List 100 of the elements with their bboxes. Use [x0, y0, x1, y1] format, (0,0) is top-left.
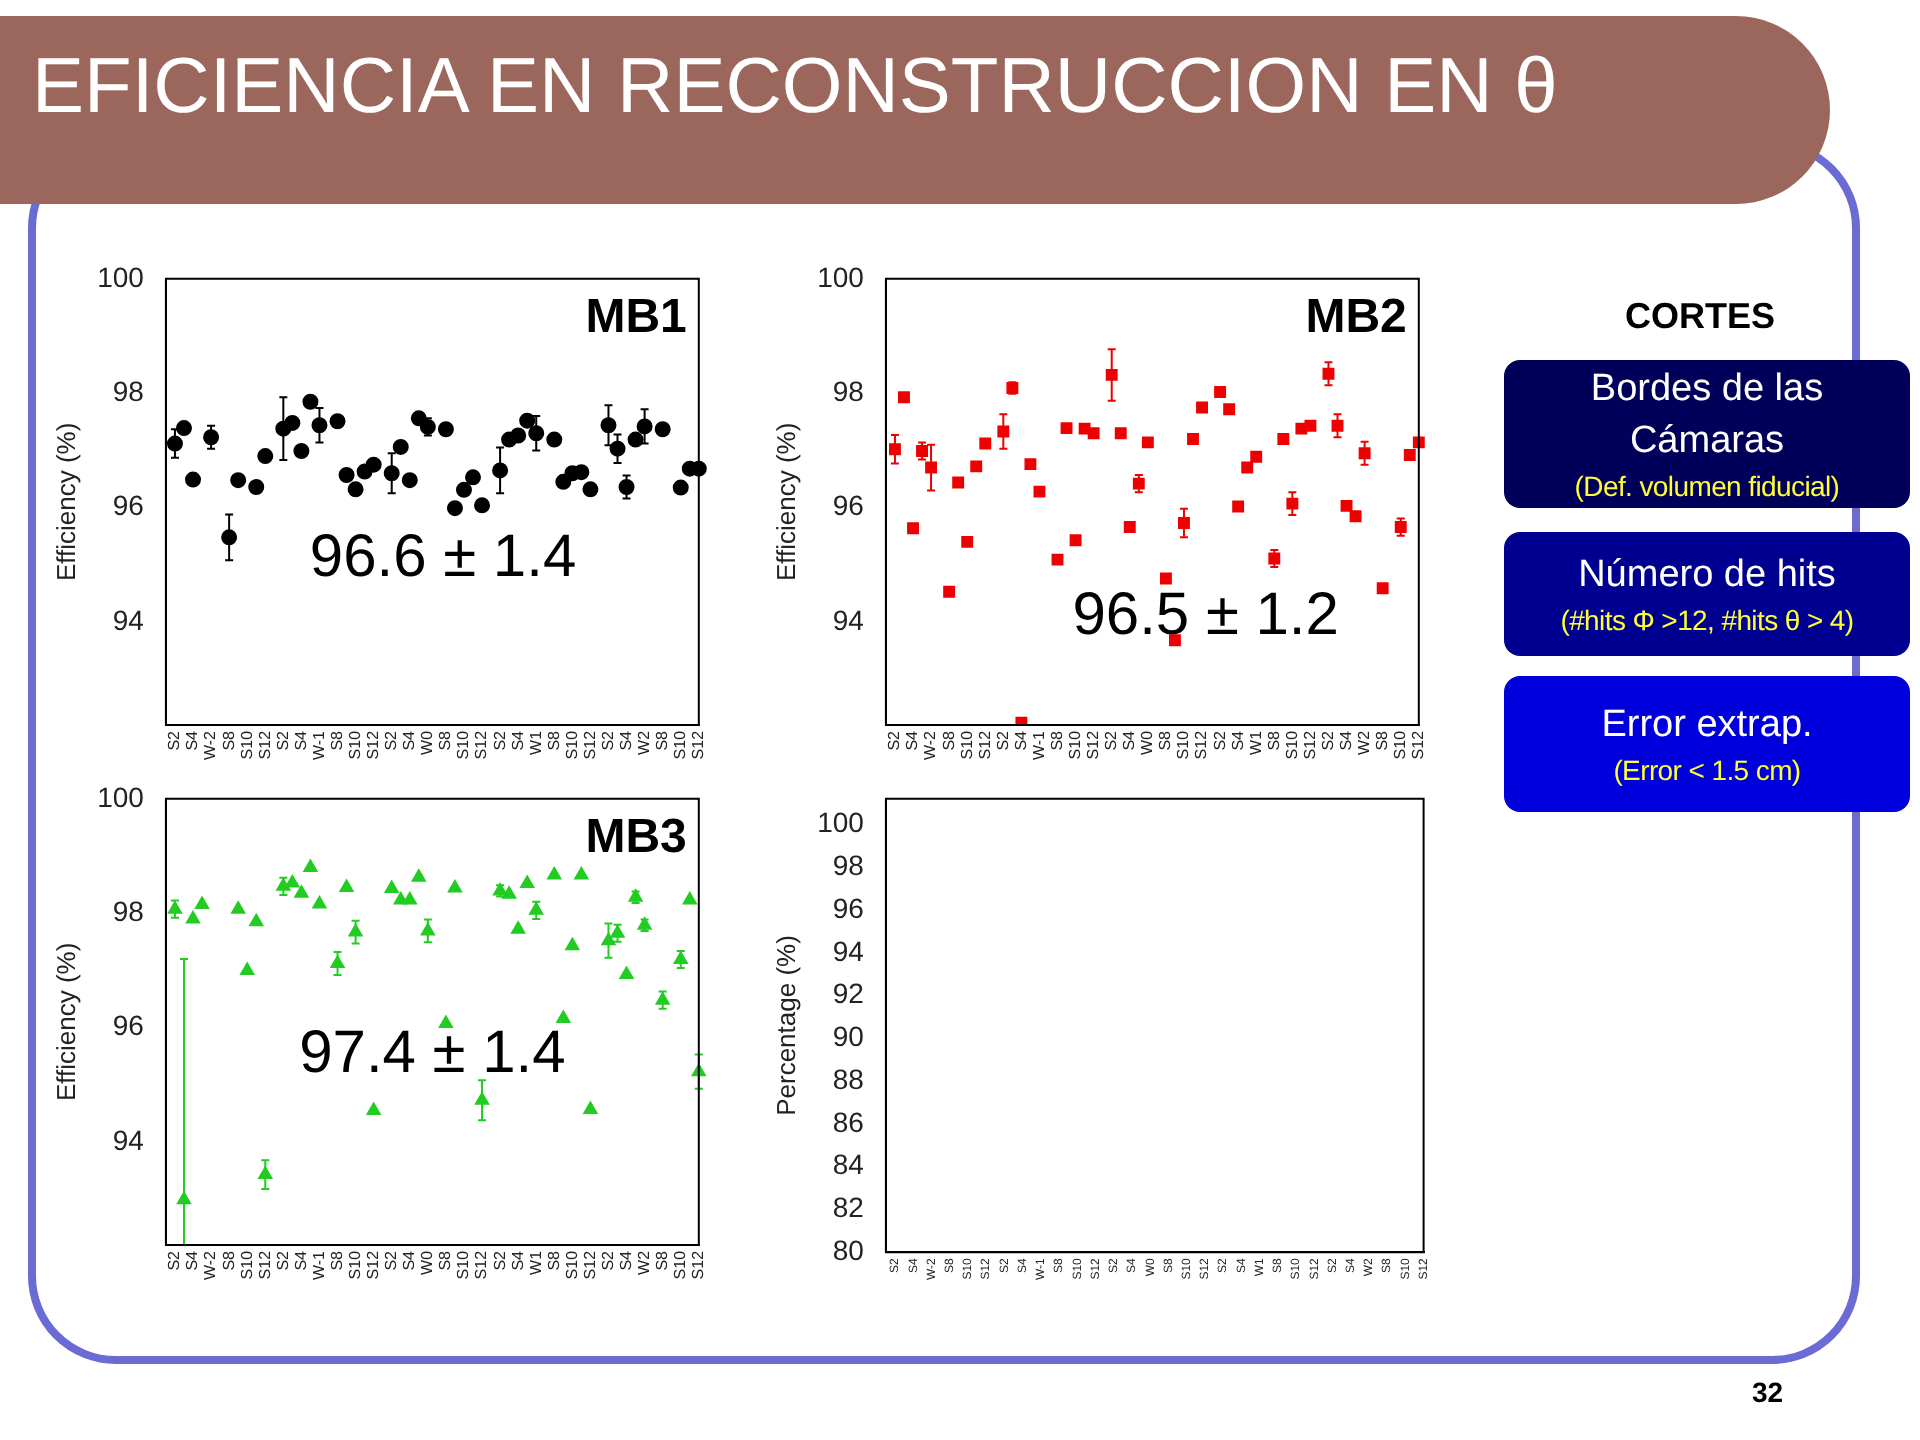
- x-tick-label: W-1: [309, 729, 328, 761]
- point: [520, 875, 535, 888]
- point: [411, 869, 426, 882]
- x-tick-label: S8: [653, 729, 672, 751]
- x-tick-label: S10: [454, 1249, 473, 1280]
- text: (Error < 1.5 cm): [1611, 752, 1803, 788]
- point: [1141, 436, 1154, 449]
- x-tick-label: S4: [1336, 729, 1355, 751]
- x-tick-label: S2: [885, 729, 904, 751]
- point: [384, 880, 399, 894]
- x-tick-label: S2: [1318, 729, 1337, 751]
- point: [366, 1102, 381, 1116]
- x-tick-label: S2: [598, 729, 617, 751]
- y-axis-title: Percentage (%): [770, 935, 801, 1116]
- y-axis-title: Efficiency (%): [50, 422, 81, 582]
- y-tick-label: 94: [112, 1123, 145, 1156]
- point: [302, 393, 319, 410]
- point: [474, 497, 491, 514]
- x-tick-label: S12: [1300, 729, 1319, 760]
- point: [194, 896, 210, 910]
- y-tick-label: 100: [97, 260, 145, 293]
- point: [907, 522, 919, 535]
- point: [574, 866, 589, 880]
- y-tick-label: 86: [832, 1105, 865, 1138]
- point: [556, 1010, 571, 1023]
- point: [519, 412, 536, 429]
- y-axis-title: Efficiency (%): [50, 942, 81, 1102]
- point: [1340, 499, 1353, 512]
- point: [231, 901, 246, 914]
- point: [672, 479, 689, 496]
- x-tick-label: S10: [671, 1249, 690, 1280]
- x-tick-label: S4: [508, 1249, 527, 1271]
- y-tick-label: 96: [112, 1009, 145, 1042]
- x-tick-label: S12: [1409, 729, 1428, 760]
- x-tick-label: W-2: [201, 1249, 220, 1281]
- point: [1232, 500, 1245, 513]
- x-tick-label: W0: [1138, 729, 1157, 755]
- point: [401, 472, 418, 489]
- x-tick-label: S8: [939, 729, 958, 751]
- point: [465, 469, 481, 486]
- point: [1060, 422, 1073, 435]
- text: (Def. volumen fiducial): [1572, 468, 1842, 504]
- point: [312, 896, 327, 909]
- point: [185, 471, 202, 488]
- x-tick-label: S2: [490, 729, 509, 751]
- point: [438, 1015, 453, 1029]
- annotation: MB3: [585, 810, 687, 865]
- y-tick-label: 82: [832, 1191, 865, 1224]
- point: [1277, 433, 1290, 445]
- y-tick-label: 96: [832, 891, 865, 924]
- y-tick-label: 94: [832, 603, 865, 636]
- annotation: MB2: [1305, 290, 1407, 345]
- point: [248, 479, 265, 496]
- x-tick-label: S4: [291, 729, 310, 751]
- point: [1214, 386, 1227, 399]
- point: [1033, 485, 1046, 498]
- x-tick-label: S8: [327, 729, 346, 751]
- x-tick-label: S10: [345, 1249, 364, 1280]
- point: [1024, 458, 1037, 471]
- y-tick-label: 94: [832, 934, 865, 967]
- x-tick-label: S12: [580, 1249, 599, 1280]
- point: [447, 880, 462, 893]
- point: [970, 460, 983, 473]
- x-tick-label: W-1: [309, 1249, 328, 1281]
- point: [294, 885, 309, 898]
- text: Bordes de las Cámaras: [1588, 366, 1826, 466]
- point: [1223, 403, 1236, 416]
- point: [1087, 427, 1100, 440]
- point: [511, 921, 526, 934]
- x-tick-label: S10: [957, 729, 976, 760]
- x-tick-label: S10: [1065, 729, 1084, 760]
- point: [1241, 461, 1254, 474]
- x-tick-label: S4: [903, 729, 922, 751]
- x-tick-label: S12: [975, 729, 994, 760]
- point: [1069, 534, 1082, 547]
- x-tick-label: S4: [1228, 729, 1247, 751]
- annotation: 97.4 ± 1.4: [299, 1019, 566, 1086]
- y-tick-label: 96: [112, 489, 145, 522]
- y-tick-label: 84: [832, 1148, 865, 1181]
- x-tick-label: W1: [526, 1249, 545, 1275]
- x-tick-label: S12: [1192, 729, 1211, 760]
- point: [547, 866, 562, 880]
- x-tick-label: S12: [472, 1249, 491, 1280]
- x-tick-label: S8: [327, 1249, 346, 1271]
- x-tick-label: S12: [255, 1249, 274, 1280]
- x-tick-label: S8: [1373, 729, 1392, 751]
- point: [257, 448, 274, 465]
- point: [303, 859, 318, 872]
- point: [1349, 510, 1362, 523]
- point: [1123, 521, 1136, 533]
- x-tick-label: S2: [1210, 729, 1229, 751]
- x-tick-label: S12: [255, 729, 274, 760]
- x-tick-label: S8: [1156, 729, 1175, 751]
- x-tick-label: S12: [472, 729, 491, 760]
- x-tick-label: S10: [562, 729, 581, 760]
- point: [1250, 450, 1263, 463]
- x-tick-label: S4: [183, 1249, 202, 1271]
- x-tick-label: S2: [273, 1249, 292, 1271]
- annotation: 96.5 ± 1.2: [1072, 582, 1339, 649]
- x-tick-label: W1: [526, 729, 545, 755]
